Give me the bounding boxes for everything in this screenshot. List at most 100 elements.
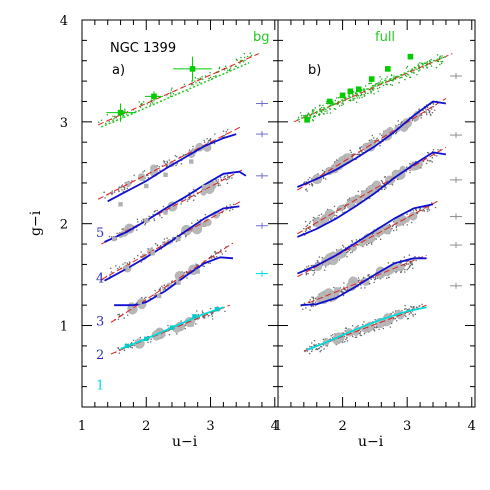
panel-a-scatter-point [219, 184, 221, 186]
panel-a-scatter-point [163, 241, 166, 243]
panel-b-scatter-point [397, 120, 399, 122]
panel-a-scatter-point [118, 186, 120, 188]
panel-b-scatter-point [436, 54, 439, 56]
panel-b-scatter-point [390, 322, 393, 325]
panel-b-scatter-point [354, 97, 356, 100]
panel-a-scatter-point [110, 271, 113, 273]
panel-b-scatter-point [341, 290, 343, 292]
panel-a-scatter-point [224, 65, 227, 67]
panel-b-scatter-point [379, 82, 381, 84]
panel-a-scatter-point [186, 200, 189, 202]
panel-b-scatter-point [342, 100, 344, 103]
panel-b-scatter-point [419, 207, 421, 210]
panel-b-scatter-point [439, 63, 441, 66]
panel-b-scatter-point [320, 213, 323, 215]
panel-a-scatter-point [158, 213, 161, 216]
panel-a-binned-point [150, 251, 155, 256]
panel-a-scatter-point [202, 265, 204, 267]
panel-b-scatter-point [403, 308, 406, 310]
panel-b-scatter-point [426, 61, 429, 63]
panel-a-scatter-point [221, 253, 224, 255]
panel-b-frame [277, 19, 476, 408]
panel-a-series-4 [101, 199, 243, 282]
panel-a-scatter-point [126, 314, 129, 316]
panel-b-scatter-point [386, 83, 388, 86]
panel-b-scatter-point [305, 225, 307, 228]
panel-a-scatter-point [227, 178, 229, 180]
panel-b-scatter-point [348, 199, 350, 201]
panel-a-scatter-point [211, 318, 214, 320]
panel-b-scatter-point [345, 338, 347, 341]
panel-a-scatter-point [168, 333, 171, 336]
panel-b-scatter-point [425, 110, 427, 112]
panel-a-binned-point [189, 159, 194, 164]
panel-a-scatter-point [118, 352, 121, 354]
panel-a-xlabel: u−i [172, 434, 198, 450]
panel-b-scatter-point [408, 254, 411, 256]
panel-b-scatter-point [361, 151, 363, 153]
panel-b-x-tick-label: 2 [338, 419, 346, 434]
panel-a-scatter-point [207, 141, 209, 144]
panel-a-scatter-point [194, 76, 197, 79]
panel-b-scatter-point [342, 246, 345, 248]
panel-a-binned-point [124, 265, 130, 270]
panel-b-scatter-point [392, 80, 394, 82]
panel-a-x-tick-label: 3 [206, 419, 214, 434]
panel-b-scatter-point [358, 153, 360, 156]
panel-b-scatter-point [429, 110, 431, 112]
panel-a-scatter-point [169, 95, 172, 97]
panel-b-scatter-point [426, 210, 429, 212]
panel-b-scatter-point [312, 110, 314, 113]
panel-b-scatter-point [323, 106, 325, 109]
panel-b-scatter-point [373, 281, 375, 284]
panel-b-scatter-point [421, 303, 423, 306]
panel-b-scatter-point [306, 114, 309, 116]
panel-b-scatter-point [412, 209, 415, 212]
panel-b-xlabel: u−i [358, 434, 384, 450]
panel-a-scatter-point [153, 218, 155, 220]
panel-a-scatter-point [103, 191, 105, 193]
panel-a-model-curve [104, 170, 247, 243]
panel-a-scatter-point [146, 103, 148, 105]
panel-b-binned-point [407, 53, 414, 60]
panel-b-scatter-point [428, 160, 431, 162]
panel-b-scatter-point [430, 160, 432, 162]
panel-b-scatter-point [420, 167, 422, 169]
panel-b-scatter-point [346, 337, 348, 339]
panel-b-scatter-point [390, 79, 393, 81]
panel-b-scatter-point [416, 73, 418, 76]
panel-a-scatter-point [111, 193, 113, 196]
panel-b-scatter-point [321, 169, 324, 172]
panel-b-scatter-point [314, 115, 317, 117]
panel-b: 1 2 3 4 b) full u−i [274, 19, 476, 450]
panel-b-scatter-point [371, 134, 374, 137]
panel-a-scatter-point [126, 262, 129, 264]
panel-a-scatter-point [126, 187, 129, 190]
panel-b-scatter-point [338, 259, 341, 261]
panel-b-scatter-point [347, 250, 349, 253]
panel-b-scatter-point [364, 85, 367, 87]
panel-a-galaxy-label: NGC 1399 [110, 41, 176, 56]
panel-b-scatter-point [357, 153, 359, 156]
panel-b-scatter-point [352, 99, 355, 101]
panel-b-scatter-point [392, 229, 395, 232]
panel-b-scatter-point [394, 317, 397, 320]
panel-a-scatter-point [106, 113, 109, 116]
panel-b-scatter-point [413, 71, 415, 73]
panel-b-scatter-point [417, 70, 420, 72]
panel-a-scatter-point [240, 56, 242, 59]
panel-b-scatter-point [373, 137, 375, 139]
panel-b-scatter-point [340, 289, 343, 291]
panel-b-scatter-point [401, 76, 403, 79]
panel-b-scatter-point [408, 265, 411, 268]
panel-b-scatter-point [322, 104, 324, 107]
panel-b-scatter-point [359, 334, 362, 336]
panel-a-scatter-point [122, 228, 125, 230]
panel-a-scatter-point [213, 75, 215, 78]
panel-b-binned-point [304, 117, 310, 123]
panel-b-scatter-point [305, 307, 307, 309]
panel-a-scatter-point [163, 284, 166, 286]
panel-b-scatter-point [368, 82, 370, 85]
panel-b-scatter-point [430, 202, 433, 204]
